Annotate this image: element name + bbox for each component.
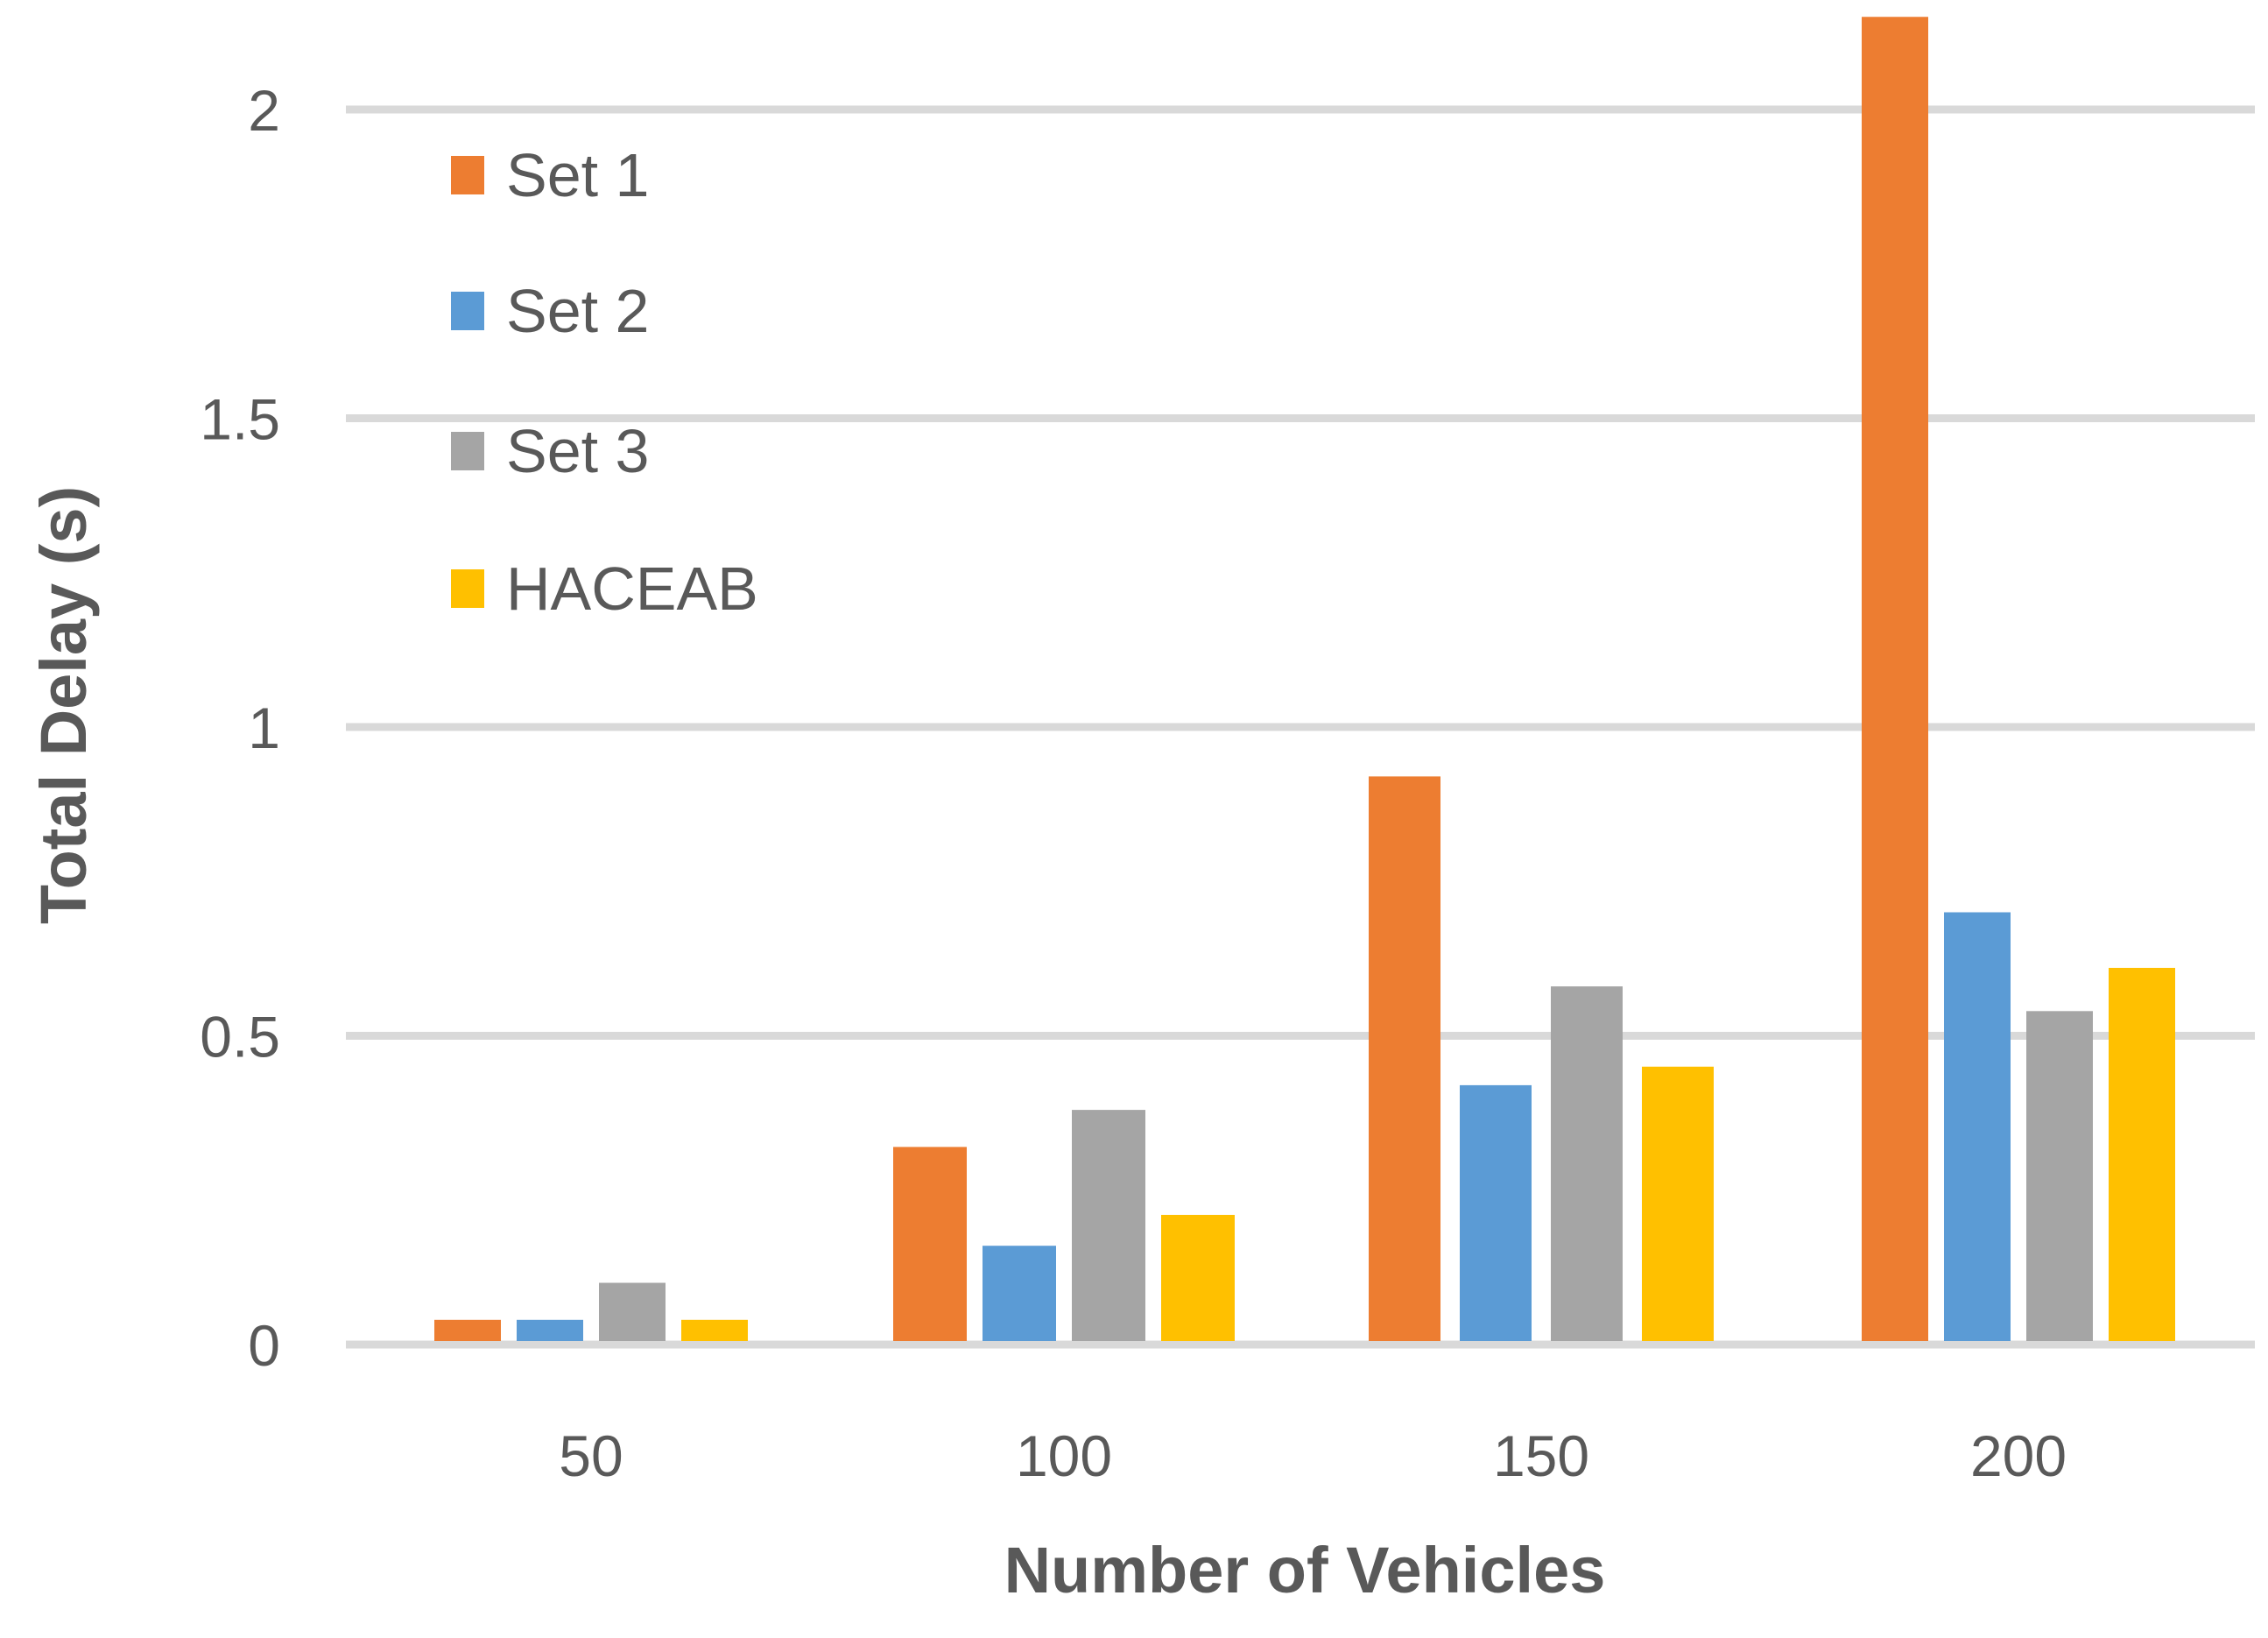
x-tick-label: 100 xyxy=(1016,1423,1112,1488)
bar-haceab-50 xyxy=(681,1319,748,1341)
legend-label: Set 2 xyxy=(506,277,649,345)
bar-set-2-100 xyxy=(983,1246,1056,1341)
bar-set-3-100 xyxy=(1072,1110,1145,1341)
y-tick-label: 2 xyxy=(248,78,280,143)
bar-set-1-100 xyxy=(893,1147,967,1341)
legend-swatch xyxy=(451,292,484,330)
x-tick-label: 200 xyxy=(1970,1423,2067,1488)
legend-swatch xyxy=(451,432,484,470)
y-tick-label: 0 xyxy=(248,1313,280,1378)
y-axis-title: Total Delay (s) xyxy=(27,486,100,924)
y-tick-labels: 0 0.5 1 1.5 2 xyxy=(200,78,280,1378)
y-tick-label: 1.5 xyxy=(200,387,280,452)
bar-haceab-100 xyxy=(1161,1214,1235,1341)
x-tick-label: 150 xyxy=(1493,1423,1589,1488)
y-tick-label: 0.5 xyxy=(200,1005,280,1070)
bar-set-2-200 xyxy=(1944,912,2011,1341)
legend-swatch xyxy=(451,569,484,608)
bar-set-2-150 xyxy=(1460,1084,1532,1341)
legend-label: HACEAB xyxy=(506,554,758,623)
bar-set-2-50 xyxy=(517,1319,583,1341)
bar-set-3-200 xyxy=(2026,1011,2093,1341)
bar-set-1-150 xyxy=(1369,776,1440,1341)
legend-swatch xyxy=(451,156,484,194)
bar-haceab-150 xyxy=(1642,1066,1714,1341)
x-axis-title: Number of Vehicles xyxy=(1004,1534,1606,1606)
legend-label: Set 3 xyxy=(506,417,649,485)
bar-set-3-150 xyxy=(1551,986,1623,1341)
bar-haceab-200 xyxy=(2109,967,2175,1341)
bar-set-1-200 xyxy=(1862,17,1928,1341)
bars xyxy=(434,17,2175,1341)
legend-label: Set 1 xyxy=(506,141,649,209)
x-tick-label: 50 xyxy=(559,1423,623,1488)
legend: Set 1 Set 2 Set 3 HACEAB xyxy=(451,141,758,623)
x-tick-labels: 50 100 150 200 xyxy=(559,1423,2067,1488)
gridlines xyxy=(346,105,2255,1349)
bar-set-1-50 xyxy=(434,1319,501,1341)
y-tick-label: 1 xyxy=(248,695,280,760)
bar-set-3-50 xyxy=(599,1282,666,1341)
